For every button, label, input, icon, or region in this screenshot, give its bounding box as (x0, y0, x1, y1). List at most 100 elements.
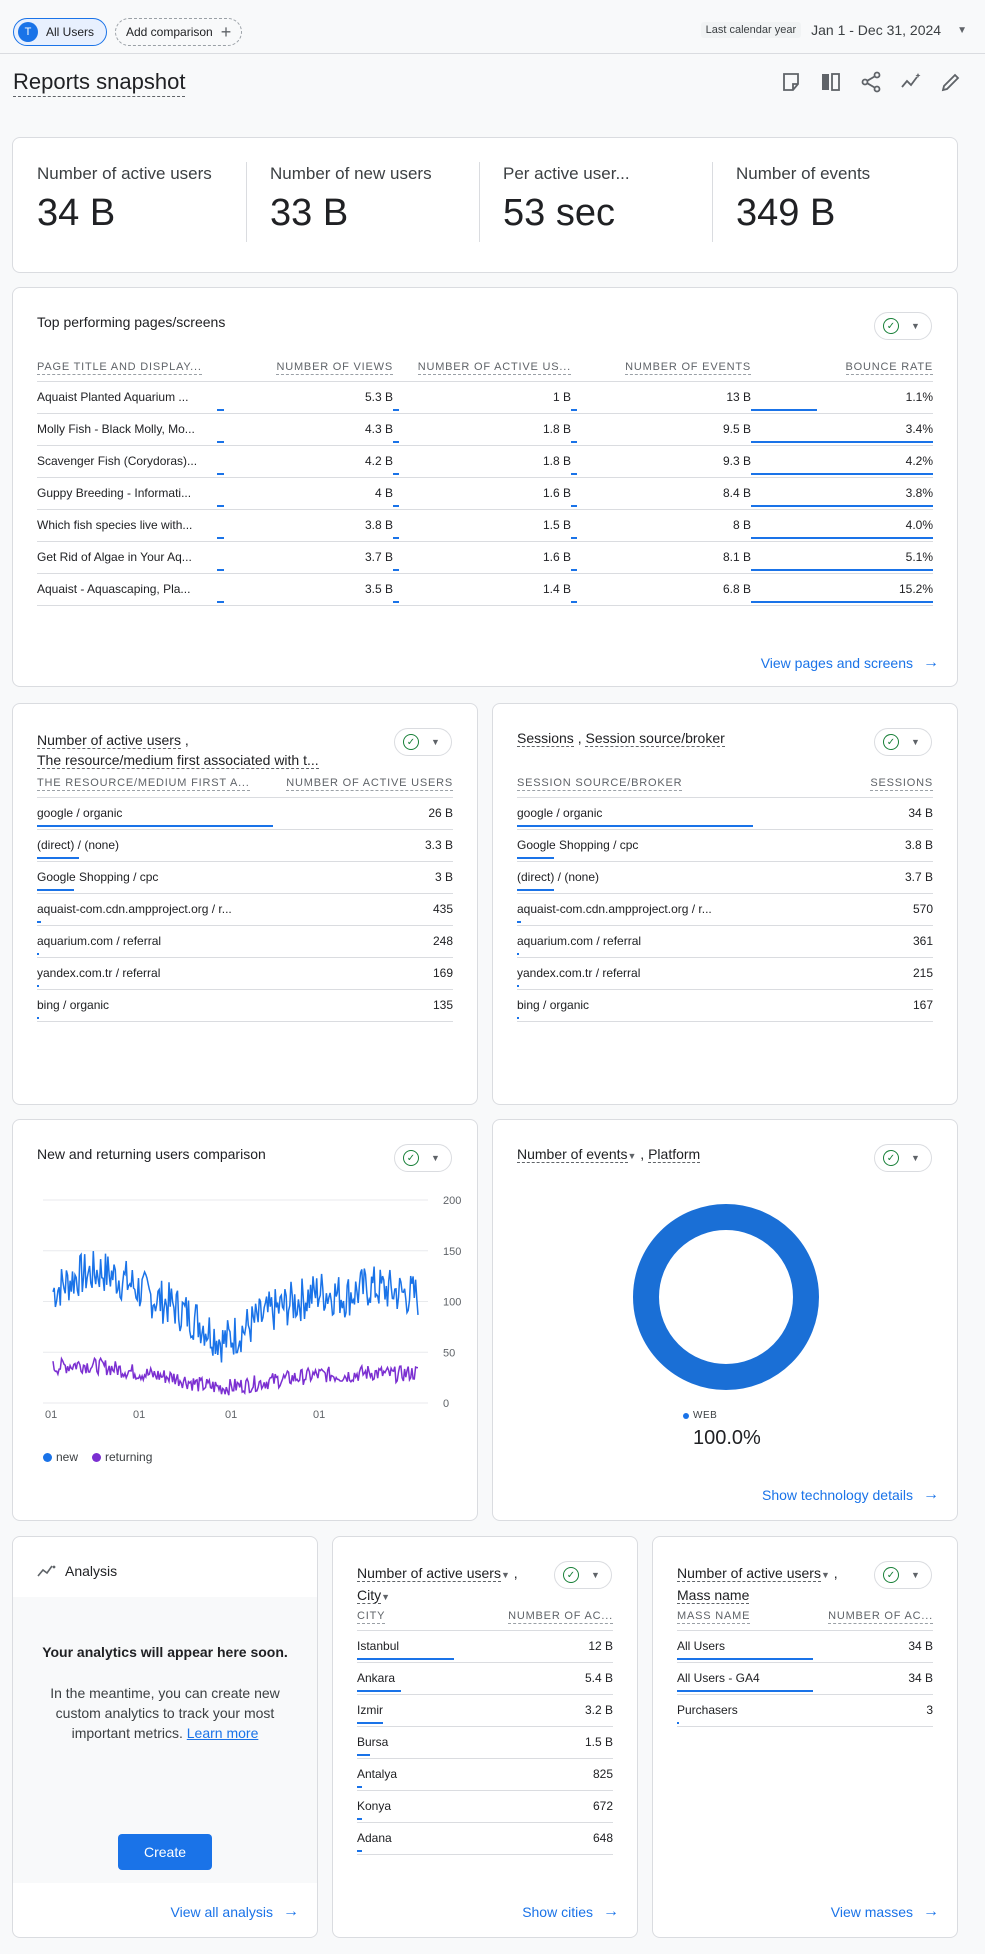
first-source-card: Number of active users , The resource/me… (12, 703, 478, 1105)
series-line-returning[interactable] (52, 1356, 418, 1396)
title-dimension[interactable]: Session source/broker (585, 730, 725, 747)
table-row[interactable]: Aquaist Planted Aquarium ... 5.3 B 1 B 13 B… (37, 381, 933, 414)
table-row[interactable]: aquarium.com / referral 248 (37, 925, 453, 958)
table-row[interactable]: Konya 672 (357, 1790, 613, 1823)
compare-columns-icon[interactable] (819, 70, 843, 94)
col-active-users[interactable]: NUMBER OF ACTIVE USERS (273, 769, 453, 798)
card-options-button[interactable]: ✓ ▼ (874, 728, 932, 756)
title-dimension[interactable]: City (357, 1587, 382, 1604)
row-bar (751, 472, 933, 475)
table-row[interactable]: Aquaist - Aquascaping, Pla... 3.5 B 1.4 B 6… (37, 573, 933, 606)
table-row[interactable]: Google Shopping / cpc 3 B (37, 861, 453, 894)
segment-chip-all-users[interactable]: T All Users (13, 18, 108, 46)
table-row[interactable]: aquarium.com / referral 361 (517, 925, 933, 958)
row-label: Konya (357, 1799, 392, 1813)
col-mass-name[interactable]: MASS NAME (677, 1602, 813, 1631)
col-active-users[interactable]: NUMBER OF ACTIVE US... (393, 353, 571, 382)
metric-new-users[interactable]: Number of new users 33 B (246, 138, 479, 272)
table-row[interactable]: google / organic 26 B (37, 797, 453, 830)
row-bar (571, 440, 577, 443)
table-row[interactable]: aquaist-com.cdn.ampproject.org / r... 570 (517, 893, 933, 926)
row-label: Google Shopping / cpc (517, 838, 639, 852)
add-comparison-button[interactable]: Add comparison + (115, 18, 243, 46)
view-all-analysis-link[interactable]: View all analysis → (170, 1903, 299, 1920)
table-row[interactable]: Bursa 1.5 B (357, 1726, 613, 1759)
show-technology-link[interactable]: Show technology details → (762, 1486, 939, 1503)
table-row[interactable]: (direct) / (none) 3.3 B (37, 829, 453, 862)
row-label: Molly Fish - Black Molly, Mo... (37, 422, 195, 436)
card-options-button[interactable]: ✓ ▼ (874, 312, 932, 340)
card-options-button[interactable]: ✓ ▼ (874, 1144, 932, 1172)
learn-more-link[interactable]: Learn more (186, 1725, 259, 1741)
card-options-button[interactable]: ✓ ▼ (554, 1561, 612, 1589)
col-source[interactable]: SESSION SOURCE/BROKER (517, 769, 753, 798)
title-dimension[interactable]: The resource/medium first associated wit… (37, 752, 319, 769)
col-page-title[interactable]: PAGE TITLE AND DISPLAY... (37, 353, 217, 382)
title-metric[interactable]: Number of active users (357, 1565, 501, 1582)
table-row[interactable]: Izmir 3.2 B (357, 1694, 613, 1727)
table-row[interactable]: Which fish species live with... 3.8 B 1.5 … (37, 509, 933, 542)
table-row[interactable]: google / organic 34 B (517, 797, 933, 830)
col-city[interactable]: CITY (357, 1602, 493, 1631)
table-row[interactable]: yandex.com.tr / referral 215 (517, 957, 933, 990)
metric-engagement-time[interactable]: Per active user... 53 sec (479, 138, 712, 272)
share-icon[interactable] (859, 70, 883, 94)
view-pages-link[interactable]: View pages and screens → (760, 654, 939, 671)
donut-slice-web[interactable] (633, 1204, 819, 1390)
row-bar (217, 408, 225, 411)
legend-new[interactable]: new (56, 1450, 79, 1464)
card-options-button[interactable]: ✓ ▼ (394, 1144, 452, 1172)
table-row[interactable]: Purchasers 3 (677, 1694, 933, 1727)
title-metric[interactable]: Number of events (517, 1146, 628, 1163)
title-dimension[interactable]: Platform (648, 1146, 701, 1163)
table-row[interactable]: bing / organic 135 (37, 989, 453, 1022)
table-row[interactable]: Google Shopping / cpc 3.8 B (517, 829, 933, 862)
row-bar (517, 856, 555, 859)
table-row[interactable]: bing / organic 167 (517, 989, 933, 1022)
row-bar (37, 920, 42, 923)
row-value: 3.3 B (424, 838, 453, 852)
col-views[interactable]: NUMBER OF VIEWS (217, 353, 393, 382)
table-row[interactable]: (direct) / (none) 3.7 B (517, 861, 933, 894)
col-sessions[interactable]: SESSIONS (753, 769, 933, 798)
table-row[interactable]: All Users - GA4 34 B (677, 1662, 933, 1695)
metric-events[interactable]: Number of events 349 B (712, 138, 957, 272)
table-row[interactable]: All Users 34 B (677, 1630, 933, 1663)
insights-icon[interactable] (899, 70, 923, 94)
title-metric[interactable]: Number of active users (677, 1565, 821, 1582)
row-value: 34 B (908, 1639, 933, 1653)
view-masses-link[interactable]: View masses → (830, 1903, 939, 1920)
title-metric[interactable]: Sessions (517, 730, 574, 747)
title-dimension[interactable]: Mass name (677, 1587, 750, 1604)
row-label: aquarium.com / referral (517, 934, 642, 948)
table-row[interactable]: Molly Fish - Black Molly, Mo... 4.3 B 1.8 … (37, 413, 933, 446)
table-row[interactable]: aquaist-com.cdn.ampproject.org / r... 435 (37, 893, 453, 926)
row-bar (37, 952, 40, 955)
table-row[interactable]: Istanbul 12 B (357, 1630, 613, 1663)
table-row[interactable]: Guppy Breeding - Informati... 4 B 1.6 B 8.4… (37, 477, 933, 510)
card-options-button[interactable]: ✓ ▼ (394, 728, 452, 756)
table-row[interactable]: yandex.com.tr / referral 169 (37, 957, 453, 990)
date-range-picker[interactable]: Last calendar year Jan 1 - Dec 31, 2024 … (700, 22, 967, 38)
edit-pencil-icon[interactable] (939, 70, 963, 94)
y-tick-label: 0 (443, 1398, 449, 1410)
col-active-users[interactable]: NUMBER OF AC... (493, 1602, 613, 1631)
first-source-table: THE RESOURCE/MEDIUM FIRST A... NUMBER OF… (37, 769, 453, 1022)
legend-returning[interactable]: returning (105, 1450, 153, 1464)
series-line-new[interactable] (52, 1251, 419, 1363)
metric-active-users[interactable]: Number of active users 34 B (13, 138, 246, 272)
table-row[interactable]: Ankara 5.4 B (357, 1662, 613, 1695)
title-metric[interactable]: Number of active users (37, 732, 181, 749)
table-row[interactable]: Get Rid of Algae in Your Aq... 3.7 B 1.6 B… (37, 541, 933, 574)
table-row[interactable]: Scavenger Fish (Corydoras)... 4.2 B 1.8 B 9… (37, 445, 933, 478)
col-active-users[interactable]: NUMBER OF AC... (813, 1602, 933, 1631)
create-analysis-button[interactable]: Create (118, 1834, 212, 1870)
note-icon[interactable] (779, 70, 803, 94)
col-bounce-rate[interactable]: BOUNCE RATE (751, 353, 933, 382)
col-source[interactable]: THE RESOURCE/MEDIUM FIRST A... (37, 769, 273, 798)
table-row[interactable]: Antalya 825 (357, 1758, 613, 1791)
col-events[interactable]: NUMBER OF EVENTS (571, 353, 751, 382)
table-row[interactable]: Adana 648 (357, 1822, 613, 1855)
card-options-button[interactable]: ✓ ▼ (874, 1561, 932, 1589)
show-cities-link[interactable]: Show cities → (522, 1903, 619, 1920)
